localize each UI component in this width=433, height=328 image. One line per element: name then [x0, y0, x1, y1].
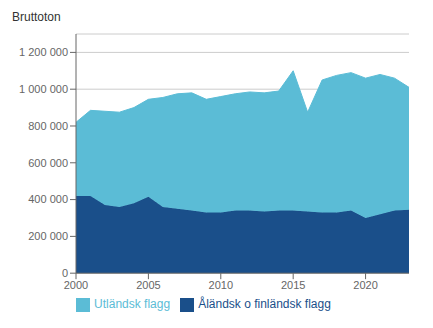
svg-text:1 000 000: 1 000 000 — [19, 83, 68, 95]
html-text:Utländsk flagg: Utländsk flagg — [94, 297, 171, 312]
svg-text:600 000: 600 000 — [28, 157, 68, 169]
svg-text:800 000: 800 000 — [28, 120, 68, 132]
svg-text:1 200 000: 1 200 000 — [19, 46, 68, 58]
svg-text:200 000: 200 000 — [28, 230, 68, 242]
svg-text:2000: 2000 — [64, 279, 88, 291]
html-text:Bruttoton: Bruttoton — [12, 10, 61, 24]
html-text:Åländsk o finländsk flagg: Åländsk o finländsk flagg — [198, 297, 331, 312]
svg-text:2005: 2005 — [136, 279, 160, 291]
svg-text:2020: 2020 — [353, 279, 377, 291]
svg-text:400 000: 400 000 — [28, 193, 68, 205]
svg-text:0: 0 — [62, 267, 68, 279]
svg-text:2015: 2015 — [281, 279, 305, 291]
svg-text:2010: 2010 — [209, 279, 233, 291]
